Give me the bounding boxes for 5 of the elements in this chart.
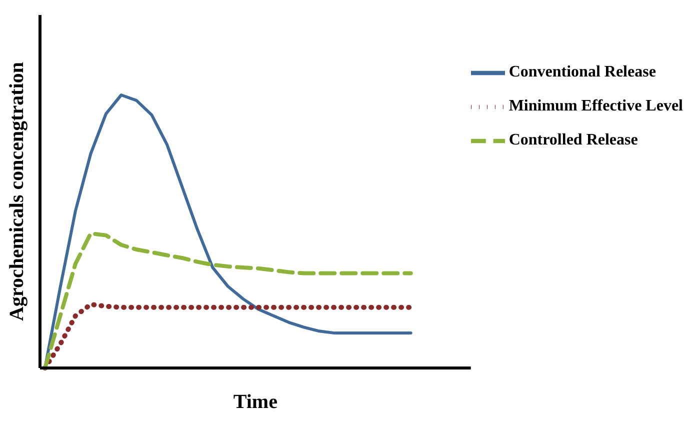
legend-label: Conventional Release [508, 64, 656, 81]
legend-label: Minimum Effective Level [508, 98, 683, 115]
legend-label: Controlled Release [508, 132, 638, 149]
x-axis-title: Time [233, 391, 278, 413]
y-axis-title: Agrochemicals concengtration [6, 62, 28, 322]
